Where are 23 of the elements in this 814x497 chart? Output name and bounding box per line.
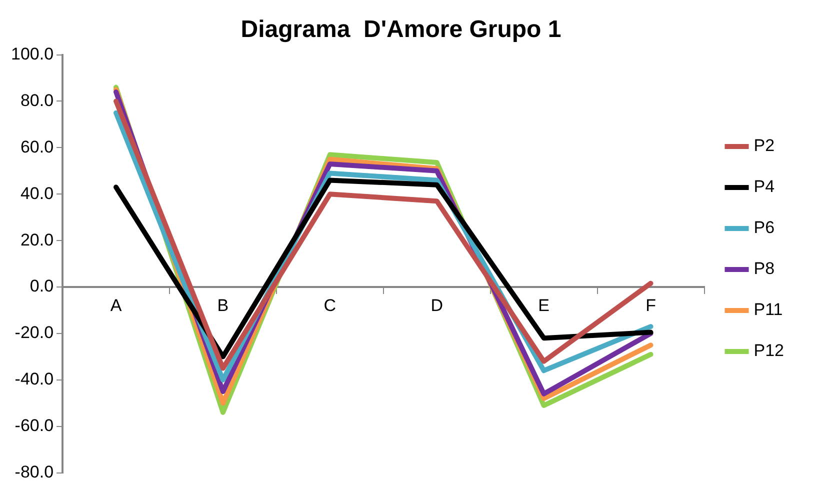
legend-label: P12 bbox=[754, 341, 784, 360]
y-tick-label: 0.0 bbox=[30, 276, 54, 296]
legend-label: P4 bbox=[754, 177, 775, 196]
legend-label: P8 bbox=[754, 259, 775, 278]
chart-title: Diagrama D'Amore Grupo 1 bbox=[240, 16, 562, 44]
y-tick-label: 40.0 bbox=[20, 184, 54, 203]
legend-label: P11 bbox=[754, 300, 783, 320]
legend-label: P2 bbox=[754, 136, 775, 156]
x-tick-label: C bbox=[324, 296, 336, 315]
y-tick-label: -20.0 bbox=[14, 323, 54, 342]
x-tick-label: A bbox=[110, 296, 122, 315]
y-tick-label: 100.0 bbox=[10, 44, 54, 64]
x-tick-label: E bbox=[538, 296, 550, 315]
x-tick-label: B bbox=[217, 296, 229, 315]
y-tick-label: -60.0 bbox=[14, 416, 54, 436]
y-tick-label: 60.0 bbox=[20, 137, 54, 156]
y-tick-label: 20.0 bbox=[20, 230, 54, 250]
legend-label: P6 bbox=[754, 218, 775, 238]
x-tick-label: D bbox=[430, 296, 444, 315]
x-tick-label: F bbox=[646, 296, 656, 315]
y-tick-label: -80.0 bbox=[14, 462, 54, 482]
y-tick-label: 80.0 bbox=[20, 90, 54, 110]
y-tick-label: -40.0 bbox=[14, 370, 54, 389]
